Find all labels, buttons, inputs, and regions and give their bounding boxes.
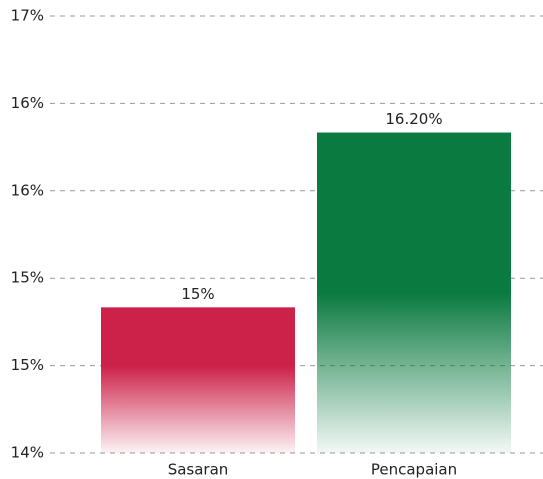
y-tick-label: 17% — [11, 7, 44, 25]
y-tick-label: 15% — [11, 356, 44, 374]
bar — [101, 307, 295, 453]
data-label: 16.20% — [385, 110, 442, 128]
y-tick-label: 14% — [11, 444, 44, 462]
y-tick-label: 16% — [11, 94, 44, 112]
bar — [317, 132, 511, 454]
x-tick-label: Sasaran — [168, 461, 229, 479]
data-label: 15% — [181, 285, 214, 303]
y-tick-label: 16% — [11, 181, 44, 199]
x-tick-label: Pencapaian — [371, 461, 457, 479]
y-tick-label: 15% — [11, 269, 44, 287]
